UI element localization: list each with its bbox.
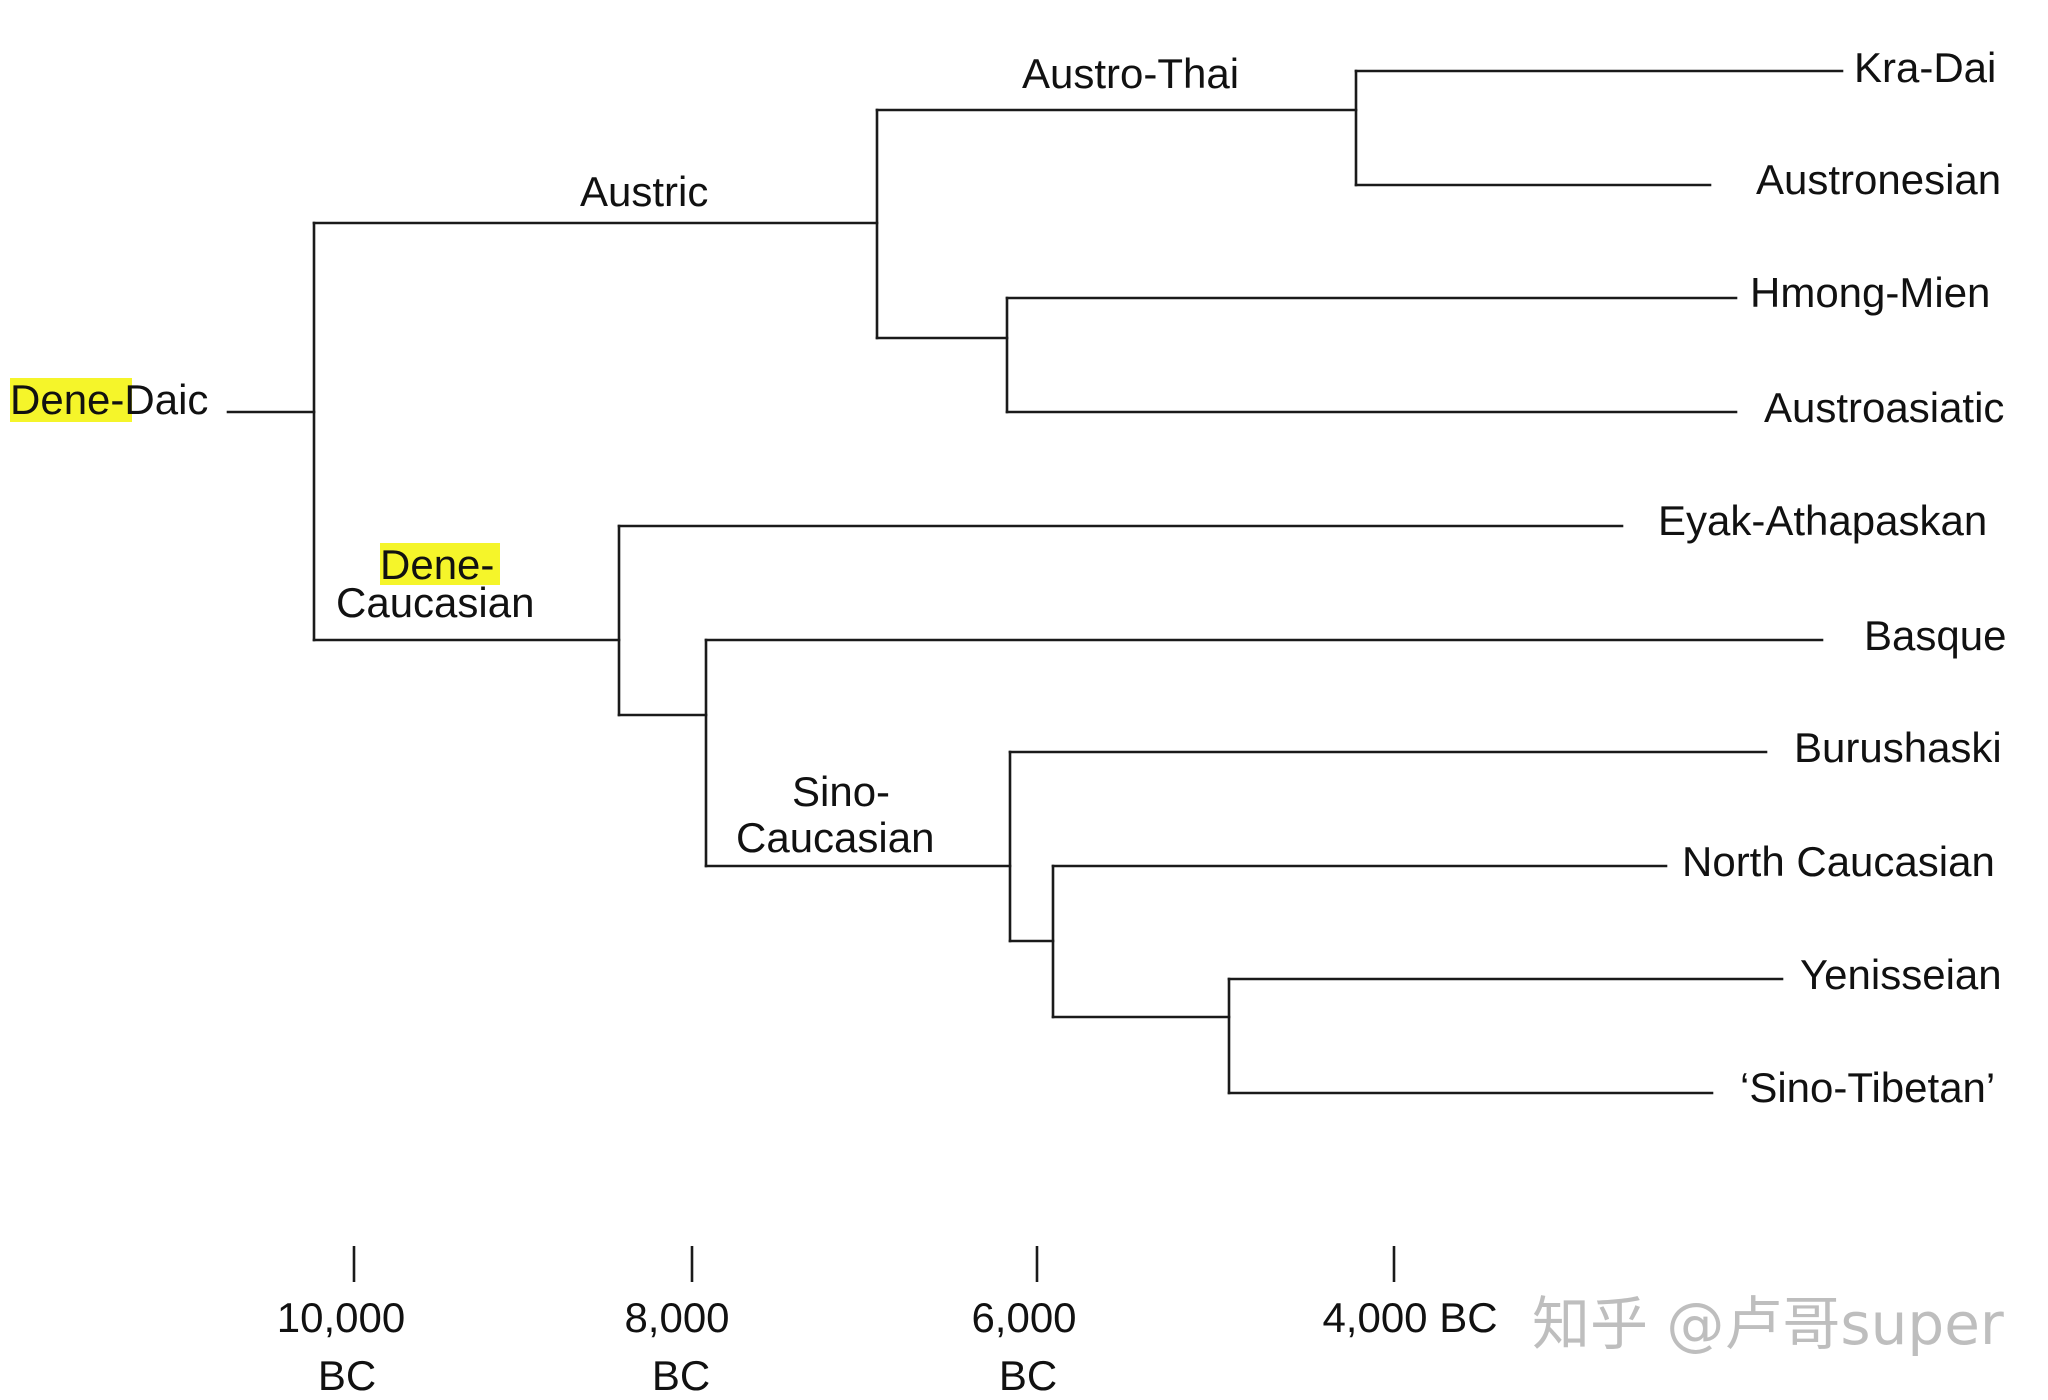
- timeline-era-label: BC: [652, 1352, 710, 1399]
- timeline-year-label: 6,000: [971, 1294, 1076, 1341]
- leaf-labels: Kra-Dai Austronesian Hmong-Mien Austroas…: [1658, 44, 2006, 1111]
- leaf-label: Eyak-Athapaskan: [1658, 497, 1987, 544]
- tree-branches: [226, 69, 1844, 1095]
- leaf-label: Austronesian: [1756, 156, 2001, 203]
- leaf-label: Hmong-Mien: [1750, 269, 1990, 316]
- leaf-label: Burushaski: [1794, 724, 2002, 771]
- node-label-sino-caucasian-2: Caucasian: [736, 814, 934, 861]
- timeline-axis: 10,000 BC 8,000 BC 6,000 BC 4,000 BC: [277, 1246, 1498, 1399]
- timeline-era-label: BC: [999, 1352, 1057, 1399]
- timeline-year-label: 8,000: [624, 1294, 729, 1341]
- timeline-year-label: 10,000: [277, 1294, 405, 1341]
- node-label-dene-caucasian-2: Caucasian: [336, 579, 534, 626]
- leaf-label: Kra-Dai: [1854, 44, 1996, 91]
- node-label-dene-caucasian-1: Dene-: [380, 541, 494, 588]
- leaf-label: Basque: [1864, 612, 2006, 659]
- node-label-austro-thai: Austro-Thai: [1022, 50, 1239, 97]
- timeline-era-label: BC: [318, 1352, 376, 1399]
- highlight-dene-caucasian: [380, 543, 500, 585]
- leaf-label: ‘Sino-Tibetan’: [1740, 1064, 1995, 1111]
- highlight-dene-root: [10, 378, 132, 422]
- timeline-year-label: 4,000 BC: [1322, 1294, 1497, 1341]
- watermark-text: 知乎 @卢哥super: [1532, 1290, 2004, 1358]
- node-label-austric: Austric: [580, 168, 708, 215]
- leaf-label: Austroasiatic: [1764, 384, 2004, 431]
- node-label-sino-caucasian-1: Sino-: [792, 768, 890, 815]
- root-label: Dene-Daic: [10, 376, 208, 423]
- leaf-label: North Caucasian: [1682, 838, 1995, 885]
- leaf-label: Yenisseian: [1800, 951, 2002, 998]
